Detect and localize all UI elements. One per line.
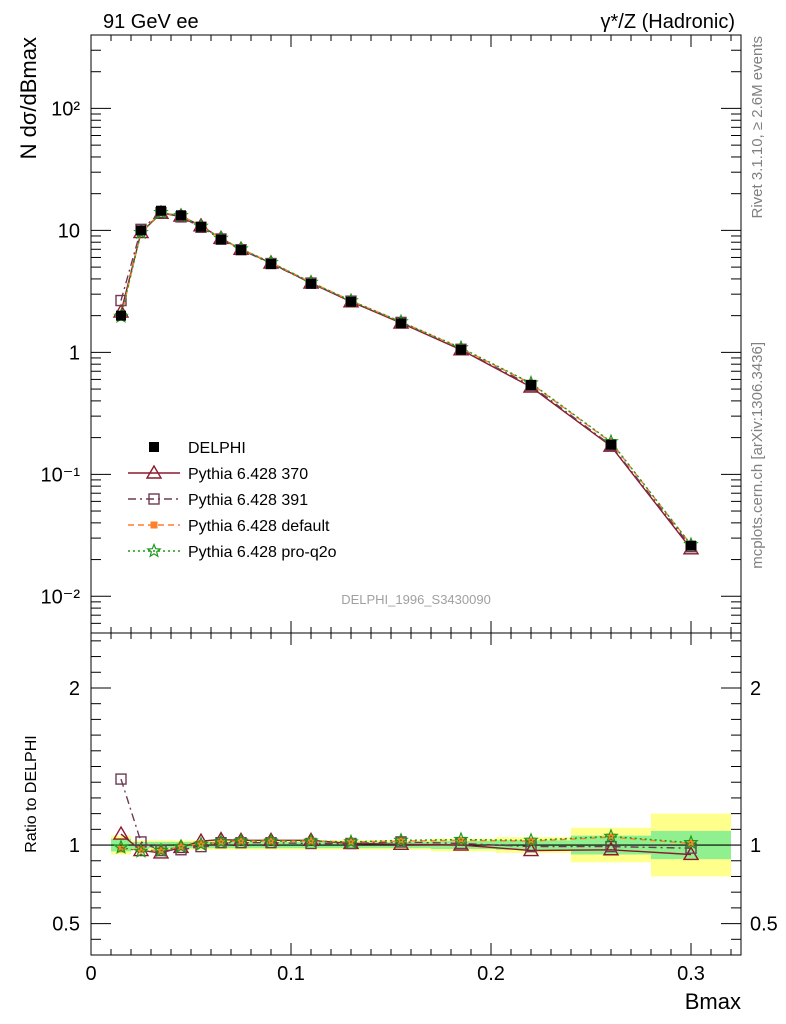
main-point-data [526,379,536,390]
ratio-point-q2o [683,834,699,850]
y-tick-label: 10⁻² [41,586,81,608]
ratio-point-default [137,846,145,854]
rivet-version-label: Rivet 3.1.10, ≥ 2.6M events [749,36,766,219]
ratio-point-q2o [113,839,129,855]
legend-marker-q2o [146,542,162,558]
y-tick-label: 10 [58,220,80,242]
ratio-plot-frame [90,632,742,956]
ratio-point-q2o [133,843,149,858]
ratio-point-default [117,845,125,853]
ratio-y-tick-label-right: 2 [750,678,761,700]
mcplots-label: mcplots.cern.ch [arXiv:1306.3436] [749,342,766,569]
header-left-label: 91 GeV ee [103,11,199,33]
ratio-point-q2o [303,832,319,848]
ratio-y-tick-label: 0.5 [52,914,80,936]
legend-label: Pythia 6.428 370 [188,466,308,483]
legend-label: Pythia 6.428 pro-q2o [188,544,337,561]
main-point-data [236,245,246,256]
y-tick-label: 10⁻¹ [41,464,81,486]
ratio-point-q2o [233,832,249,848]
ratio-point-q2o [263,832,279,848]
x-tick-label: 0.3 [677,963,705,985]
ratio-point-default [527,837,535,845]
legend-label: DELPHI [188,440,246,457]
ratio-point-default [607,833,615,841]
x-axis-label: Bmax [685,989,741,1014]
legend-marker-default [150,521,158,529]
main-point-data [346,296,356,307]
ratio-y-tick-label: 1 [69,835,80,857]
ratio-point-391 [115,773,127,785]
ratio-point-default [457,836,465,844]
analysis-id-label: DELPHI_1996_S3430090 [341,592,491,607]
ratio-point-q2o [193,836,209,851]
ratio-point-391 [395,836,407,848]
legend-marker-391 [148,493,160,505]
main-point-391 [115,294,127,307]
ratio-point-q2o [523,832,539,847]
legend-marker-370 [145,464,163,479]
series-layer [112,204,700,861]
ratio-point-370 [522,842,540,857]
ratio-point-q2o [153,842,169,858]
y-tick-label: 10² [51,98,80,120]
ratio-point-370 [602,841,620,856]
legend-label: Pythia 6.428 391 [188,492,308,509]
ratio-y-axis-label: Ratio to DELPHI [23,735,40,852]
ratio-point-q2o [393,832,409,847]
main-point-data [686,540,696,551]
ratio-point-q2o [453,831,469,847]
legend: DELPHI Pythia 6.428 370 Pythia 6.428 391 Py… [128,440,337,561]
header-right-label: γ*/Z (Hadronic) [601,11,735,33]
main-point-data [266,259,276,270]
axes: 0 0.1 0.2 0.3 10⁻² 10⁻¹ 1 10 10² 0.5 0.5 1 1 2 2 N dσ/d… [16,34,778,1014]
ratio-point-default [397,837,405,845]
main-point-data [606,439,616,450]
main-point-data [456,344,466,355]
y-tick-label: 1 [69,342,80,364]
main-point-data [116,310,126,321]
ratio-series-line-q2o [120,835,692,853]
legend-marker-data [149,442,159,452]
main-point-data [306,278,316,289]
ratio-point-default [687,839,695,847]
main-point-data [176,210,186,221]
main-point-data [196,221,206,232]
ratio-point-q2o [343,833,359,849]
main-point-data [216,234,226,245]
ratio-point-q2o [603,828,619,844]
main-point-data [156,205,166,216]
x-tick-label: 0 [85,963,96,985]
ratio-point-default [197,839,205,847]
ratio-point-391 [605,840,617,853]
ratio-y-tick-label: 2 [69,678,80,700]
legend-label: Pythia 6.428 default [188,518,330,535]
ratio-y-tick-label-right: 0.5 [750,914,778,936]
main-y-axis-label: N dσ/dBmax [16,37,41,159]
x-tick-label: 0.1 [277,963,305,985]
ratio-point-370 [112,825,130,840]
ratio-point-q2o [173,838,189,854]
ratio-point-q2o [213,833,229,849]
main-point-data [136,225,146,236]
ratio-y-tick-label-right: 1 [750,835,761,857]
main-point-data [396,318,406,329]
x-tick-label: 0.2 [477,963,505,985]
